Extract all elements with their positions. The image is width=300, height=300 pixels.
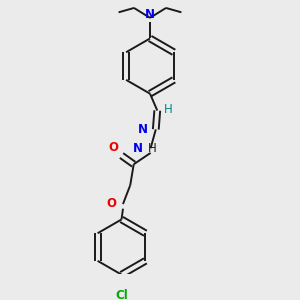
- Text: H: H: [164, 103, 172, 116]
- Text: H: H: [148, 142, 157, 155]
- Text: O: O: [106, 197, 116, 210]
- Text: Cl: Cl: [115, 289, 128, 300]
- Text: N: N: [138, 123, 148, 136]
- Text: O: O: [109, 141, 118, 154]
- Text: N: N: [145, 8, 155, 21]
- Text: N: N: [133, 142, 143, 155]
